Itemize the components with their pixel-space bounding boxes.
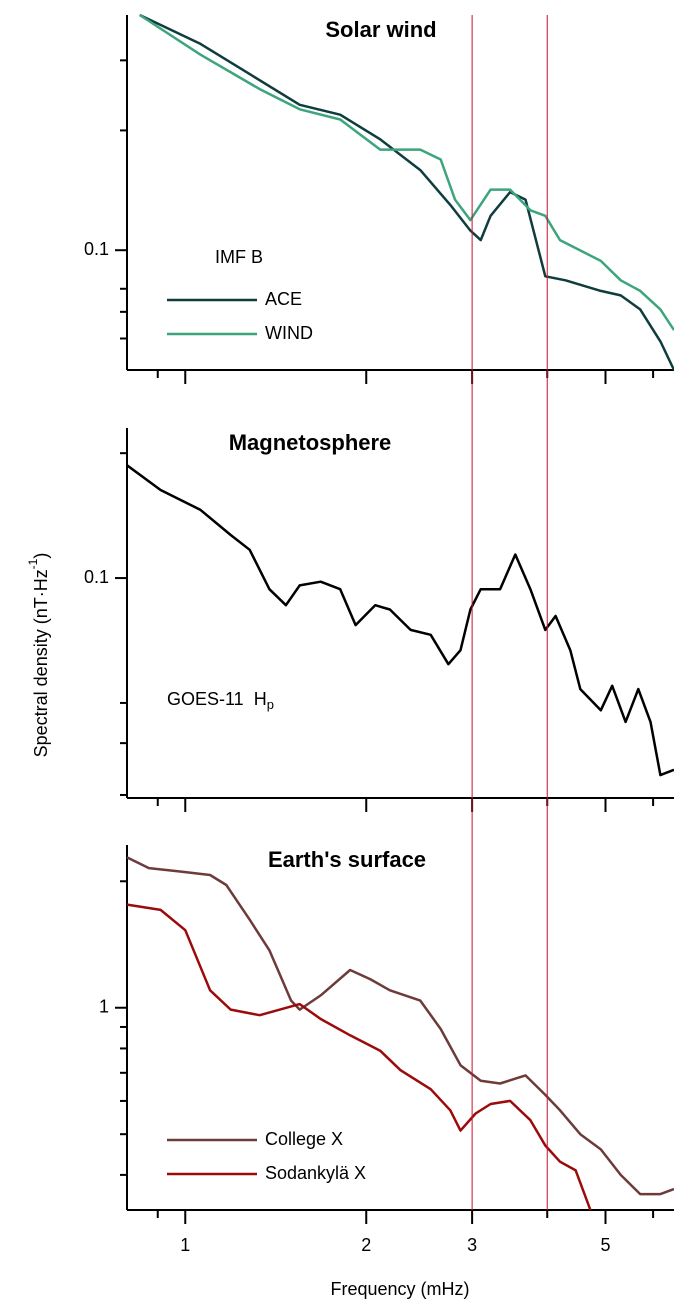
annotation-text: GOES-11 H [167,689,267,709]
legend-label: ACE [265,289,302,309]
x-tick-label: 3 [467,1235,477,1255]
y-tick-label: 0.1 [84,239,109,259]
series-line [139,13,674,331]
series-line [139,13,674,371]
annotation: GOES-11 Hp [167,689,274,713]
x-tick-label: 2 [361,1235,371,1255]
y-label-tail: ) [31,553,51,559]
y-tick-label: 1 [99,996,109,1016]
y-axis-label: Spectral density (nT·Hz-1) [26,553,51,758]
legend-label: College X [265,1129,343,1149]
x-tick-label: 1 [180,1235,190,1255]
series-line [126,856,674,1196]
x-axis-label: Frequency (mHz) [330,1279,469,1299]
y-tick-label: 0.1 [84,567,109,587]
panel-title: Earth's surface [268,847,426,872]
panel-title: Magnetosphere [229,430,392,455]
x-tick-label: 5 [600,1235,610,1255]
series-line [126,464,674,777]
legend-title: IMF B [215,247,263,267]
legend-label: WIND [265,323,313,343]
panel-title: Solar wind [325,17,436,42]
annotation-sub: p [267,697,274,712]
series-line [126,903,592,1211]
legend-label: Sodankylä X [265,1163,366,1183]
y-label-text: Spectral density (nT·Hz [31,569,51,757]
y-label-sup: -1 [26,558,40,569]
